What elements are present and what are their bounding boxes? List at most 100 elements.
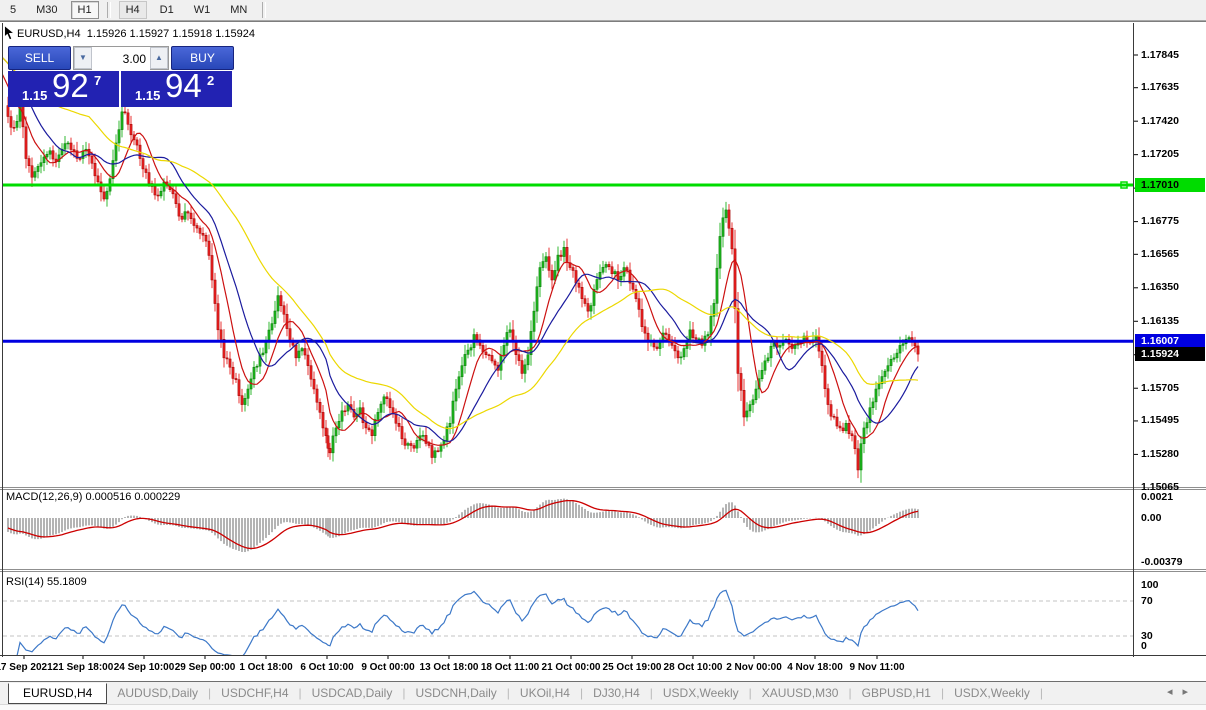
volume-increase-button[interactable]: ▲	[150, 47, 168, 69]
time-axis-label: 29 Sep 00:00	[174, 662, 236, 673]
chart-tab-ukoil-h4[interactable]: UKOil,H4	[519, 686, 570, 700]
hlines-group	[3, 181, 1133, 343]
tabs-scroll-right-icon[interactable]: ▸	[1182, 686, 1198, 698]
price-axis-tick: 1.17205	[1141, 148, 1179, 160]
tab-separator: |	[402, 686, 406, 700]
time-axis-label: 6 Oct 10:00	[300, 662, 354, 673]
macd-label: MACD(12,26,9) 0.000516 0.000229	[6, 491, 181, 503]
price-axis-tick: 1.16350	[1141, 281, 1179, 293]
timeframe-button-h4[interactable]: H4	[118, 1, 147, 19]
timeframe-button-m30[interactable]: M30	[36, 4, 58, 16]
chart-tab-dj30-h4[interactable]: DJ30,H4	[593, 686, 640, 700]
chevron-down-icon: ▼	[79, 53, 87, 62]
time-axis-label: 4 Nov 18:00	[787, 662, 843, 673]
price-axis-tick: 1.15065	[1141, 481, 1179, 493]
one-click-trade-panel: SELL ▼ ▲ BUY 1.15 92 7 1.15 94 2	[8, 46, 234, 107]
time-axis-label: 21 Oct 00:00	[541, 662, 601, 673]
ma-line	[3, 74, 919, 446]
ohlc-high: 1.15927	[129, 28, 170, 40]
chart-title: EURUSD,H4 1.15926 1.15927 1.15918 1.1592…	[17, 28, 255, 40]
timeframe-button-h1[interactable]: H1	[70, 1, 99, 19]
chart-tab-usdcad-daily[interactable]: USDCAD,Daily	[311, 686, 393, 700]
price-axis-tick: 1.17420	[1141, 115, 1179, 127]
ma-lines-group	[3, 57, 919, 446]
price-axis-tick: 1.15705	[1141, 382, 1179, 394]
time-axis-label: 18 Oct 11:00	[480, 662, 540, 673]
chart-tab-usdx-weekly[interactable]: USDX,Weekly	[662, 686, 739, 700]
time-axis-label: 24 Sep 10:00	[113, 662, 175, 673]
macd-panel-group	[7, 498, 919, 553]
bid-prefix: 1.15	[22, 88, 48, 103]
macd-axis-label: 0.00	[1141, 512, 1162, 524]
ma-line	[3, 57, 919, 442]
time-axis-label: 17 Sep 2021	[0, 662, 53, 673]
price-axis-tick: 1.15495	[1141, 414, 1179, 426]
hline-price-label: 1.16007	[1135, 334, 1205, 348]
price-axis-tick: 1.17635	[1141, 81, 1179, 93]
time-axis-label: 2 Nov 00:00	[726, 662, 782, 673]
panel-splitter[interactable]	[0, 569, 1206, 572]
current-price-label: 1.15924	[1135, 347, 1205, 361]
ask-price-tile[interactable]: 1.15 94 2	[121, 67, 232, 107]
price-axis-tick: 1.16565	[1141, 248, 1179, 260]
timeframe-button-d1[interactable]: D1	[159, 4, 174, 16]
price-axis-tick: 1.16775	[1141, 215, 1179, 227]
chart-left-border	[2, 23, 3, 657]
tab-separator: |	[506, 686, 510, 700]
ohlc-open: 1.15926	[86, 28, 127, 40]
volume-input[interactable]	[92, 47, 150, 71]
statusbar-strip	[0, 704, 1206, 710]
bid-big-digits: 92	[52, 67, 89, 104]
price-axis-tick: 1.16135	[1141, 315, 1179, 327]
toolbar-separator	[106, 2, 111, 18]
chart-tab-xauusd-m30[interactable]: XAUUSD,M30	[761, 686, 839, 700]
hline-handle	[1120, 181, 1128, 189]
chart-tab-gbpusd-h1[interactable]: GBPUSD,H1	[861, 686, 931, 700]
panel-splitter[interactable]	[0, 487, 1206, 490]
time-axis-label: 1 Oct 18:00	[239, 662, 293, 673]
rsi-panel-group	[3, 589, 1133, 655]
bid-price-tile[interactable]: 1.15 92 7	[8, 67, 119, 107]
timeframe-button-w1[interactable]: W1	[193, 4, 211, 16]
price-axis-tick: 1.15280	[1141, 448, 1179, 460]
sell-button[interactable]: SELL	[8, 46, 71, 70]
tab-separator: |	[848, 686, 852, 700]
time-axis-label: 28 Oct 10:00	[663, 662, 723, 673]
time-axis-label: 9 Nov 11:00	[849, 662, 905, 673]
rsi-axis-label: 100	[1141, 579, 1159, 591]
chart-tab-audusd-daily[interactable]: AUDUSD,Daily	[117, 686, 199, 700]
bid-pipette: 7	[94, 73, 102, 88]
time-axis-label: 13 Oct 18:00	[419, 662, 479, 673]
ohlc-close: 1.15924	[215, 28, 255, 40]
chart-canvas[interactable]	[0, 22, 1206, 709]
time-axis-label: 9 Oct 00:00	[361, 662, 415, 673]
hline-price-label: 1.17010	[1135, 178, 1205, 192]
rsi-axis-label: 30	[1141, 630, 1153, 642]
chart-window: EURUSD,H4 1.15926 1.15927 1.15918 1.1592…	[0, 21, 1206, 710]
buy-button[interactable]: BUY	[171, 46, 234, 70]
tab-separator: |	[579, 686, 584, 700]
price-axis-border	[1133, 23, 1134, 657]
toolbar-separator	[262, 2, 267, 18]
rsi-line	[16, 589, 919, 655]
mouse-cursor-icon	[4, 25, 15, 40]
chart-tab-usdx-weekly[interactable]: USDX,Weekly	[954, 686, 1030, 700]
tabs-scroll-left-icon[interactable]: ◂	[1166, 686, 1183, 698]
chart-tab-usdchf-h4[interactable]: USDCHF,H4	[221, 686, 289, 700]
chart-tab-usdcnh-daily[interactable]: USDCNH,Daily	[415, 686, 497, 700]
ma-line	[3, 57, 919, 430]
rsi-label: RSI(14) 55.1809	[6, 576, 87, 588]
ohlc-low: 1.15918	[172, 28, 213, 40]
price-axis-tick: 1.17845	[1141, 49, 1179, 61]
chevron-up-icon: ▲	[155, 53, 163, 62]
axis-border	[0, 655, 1206, 656]
macd-signal-line	[7, 499, 919, 550]
time-axis-label: 25 Oct 19:00	[602, 662, 662, 673]
tab-separator: |	[1039, 686, 1044, 700]
chart-tab-eurusd-h4[interactable]: EURUSD,H4	[8, 682, 108, 704]
tab-separator: |	[298, 686, 302, 700]
volume-decrease-button[interactable]: ▼	[74, 47, 92, 69]
rsi-axis-label: 0	[1141, 640, 1147, 652]
timeframe-button-m5[interactable]: 5	[10, 4, 17, 16]
timeframe-button-mn[interactable]: MN	[230, 4, 248, 16]
